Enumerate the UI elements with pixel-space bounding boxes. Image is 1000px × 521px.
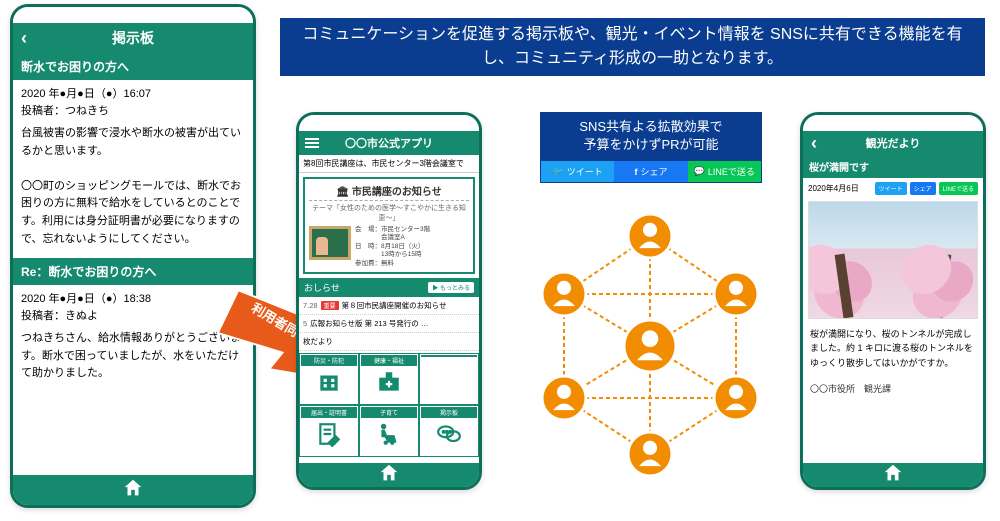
- facebook-icon: f: [634, 167, 637, 177]
- card-icon: 🏛: [336, 187, 349, 198]
- line-button[interactable]: 💬LINEで送る: [688, 161, 761, 182]
- card-image: [309, 226, 351, 260]
- cat-board[interactable]: 掲示板: [419, 405, 479, 457]
- home-icon[interactable]: [378, 462, 400, 489]
- titlebar: ‹ 掲示板: [13, 23, 253, 53]
- post-title: 桜が満開です: [803, 155, 983, 178]
- menu-icon[interactable]: [305, 138, 319, 148]
- content: 桜が満開です 2020年4月6日 ツイート シェア LINEで送る 桜が満開にな…: [803, 155, 983, 463]
- twitter-icon: 🐦: [553, 166, 564, 177]
- post-1: 断水でお困りの方へ 2020 年●月●日（●）16:07 投稿者：つねきち 台風…: [13, 53, 253, 258]
- news-header: おしらせ ▶ もっとみる: [299, 278, 479, 297]
- post-date: 2020年4月6日: [808, 183, 872, 194]
- home-icon[interactable]: [882, 462, 904, 489]
- phone-city-app: 〇〇市公式アプリ 第8回市民講座は、市民センター3階会議室で 🏛 市民講座のお知…: [296, 112, 482, 490]
- facebook-button[interactable]: fシェア: [614, 161, 687, 182]
- post-2: Re：断水でお困りの方へ 2020 年●月●日（●）18:38 投稿者：きぬよ …: [13, 258, 253, 393]
- sns-buttons: 🐦ツイート fシェア 💬LINEで送る: [540, 160, 762, 183]
- phone-bulletin-board: ‹ 掲示板 断水でお困りの方へ 2020 年●月●日（●）16:07 投稿者：つ…: [10, 4, 256, 508]
- cat-childcare[interactable]: 子育て: [359, 405, 419, 457]
- network-diagram: [510, 196, 790, 490]
- cat-forms[interactable]: 届出・証明書: [299, 405, 359, 457]
- back-icon[interactable]: ‹: [811, 133, 817, 154]
- news-row[interactable]: 5 広報お知らせ版 第 213 号発行の …: [299, 315, 479, 333]
- headline-banner: コミュニケーションを促進する掲示板や、観光・イベント情報を SNSに共有できる機…: [280, 18, 985, 76]
- line-button[interactable]: LINEで送る: [939, 182, 978, 195]
- network-node: [714, 376, 758, 420]
- twitter-button[interactable]: 🐦ツイート: [541, 161, 614, 182]
- post-title: Re：断水でお困りの方へ: [13, 258, 253, 285]
- post-body: つねきちさん、給水情報ありがとうございます。断水で困っていましたが、水をいただけ…: [13, 326, 253, 393]
- network-node: [542, 376, 586, 420]
- post-signature: 〇〇市役所 観光課: [803, 376, 983, 401]
- network-node: [542, 272, 586, 316]
- footer: [299, 463, 479, 487]
- network-node: [628, 432, 672, 476]
- post-title: 断水でお困りの方へ: [13, 53, 253, 80]
- content: 断水でお困りの方へ 2020 年●月●日（●）16:07 投稿者：つねきち 台風…: [13, 53, 253, 475]
- statusbar: [299, 115, 479, 131]
- titlebar: ‹ 観光だより: [803, 131, 983, 155]
- footer: [13, 475, 253, 505]
- facebook-button[interactable]: シェア: [910, 182, 936, 195]
- line-icon: 💬: [694, 166, 705, 177]
- news-row[interactable]: 7.28 重要 第８回市民講座開催のお知らせ: [299, 297, 479, 315]
- cat-blank: [419, 353, 479, 405]
- lecture-card[interactable]: 🏛 市民講座のお知らせ テーマ「女性のための医学〜すこやかに生きる知恵〜」 会 …: [303, 177, 475, 274]
- sns-title: SNS共有よる拡散効果で 予算をかけずPRが可能: [540, 112, 762, 160]
- content: 第8回市民講座は、市民センター3階会議室で 🏛 市民講座のお知らせ テーマ「女性…: [299, 155, 479, 463]
- statusbar: [13, 7, 253, 23]
- post-body: 桜が満開になり、桜のトンネルが完成しました。約 1 キロに渡る桜のトンネルをゆっ…: [803, 321, 983, 376]
- post-meta: 2020 年●月●日（●）16:07 投稿者：つねきち: [13, 80, 253, 121]
- titlebar: 〇〇市公式アプリ: [299, 131, 479, 155]
- twitter-button[interactable]: ツイート: [875, 182, 907, 195]
- more-button[interactable]: ▶ もっとみる: [428, 282, 474, 293]
- post-meta: 2020 年●月●日（●）18:38 投稿者：きぬよ: [13, 285, 253, 326]
- network-node: [714, 272, 758, 316]
- sns-block: SNS共有よる拡散効果で 予算をかけずPRが可能 🐦ツイート fシェア 💬LIN…: [540, 112, 762, 183]
- title: 〇〇市公式アプリ: [345, 135, 433, 151]
- back-icon[interactable]: ‹: [21, 28, 27, 49]
- category-grid: 防災・防犯 健康・福祉 届出・証明書 子育て 掲示板: [299, 353, 479, 457]
- sakura-photo: [808, 201, 978, 319]
- network-node: [628, 214, 672, 258]
- post-body: 台風被害の影響で浸水や断水の被害が出ているかと思います。 〇〇町のショッピングモ…: [13, 121, 253, 258]
- marquee: 第8回市民講座は、市民センター3階会議室で: [299, 155, 479, 173]
- statusbar: [803, 115, 983, 131]
- cat-health[interactable]: 健康・福祉: [359, 353, 419, 405]
- network-node: [624, 320, 676, 372]
- home-icon[interactable]: [122, 477, 144, 504]
- phone-tourism: ‹ 観光だより 桜が満開です 2020年4月6日 ツイート シェア LINEで送…: [800, 112, 986, 490]
- meta-row: 2020年4月6日 ツイート シェア LINEで送る: [803, 178, 983, 199]
- cat-disaster[interactable]: 防災・防犯: [299, 353, 359, 405]
- title: 観光だより: [866, 135, 921, 151]
- news-row[interactable]: 枚だより: [299, 333, 479, 351]
- headline-text: コミュニケーションを促進する掲示板や、観光・イベント情報を SNSに共有できる機…: [292, 23, 973, 71]
- footer: [803, 463, 983, 487]
- title: 掲示板: [112, 28, 154, 48]
